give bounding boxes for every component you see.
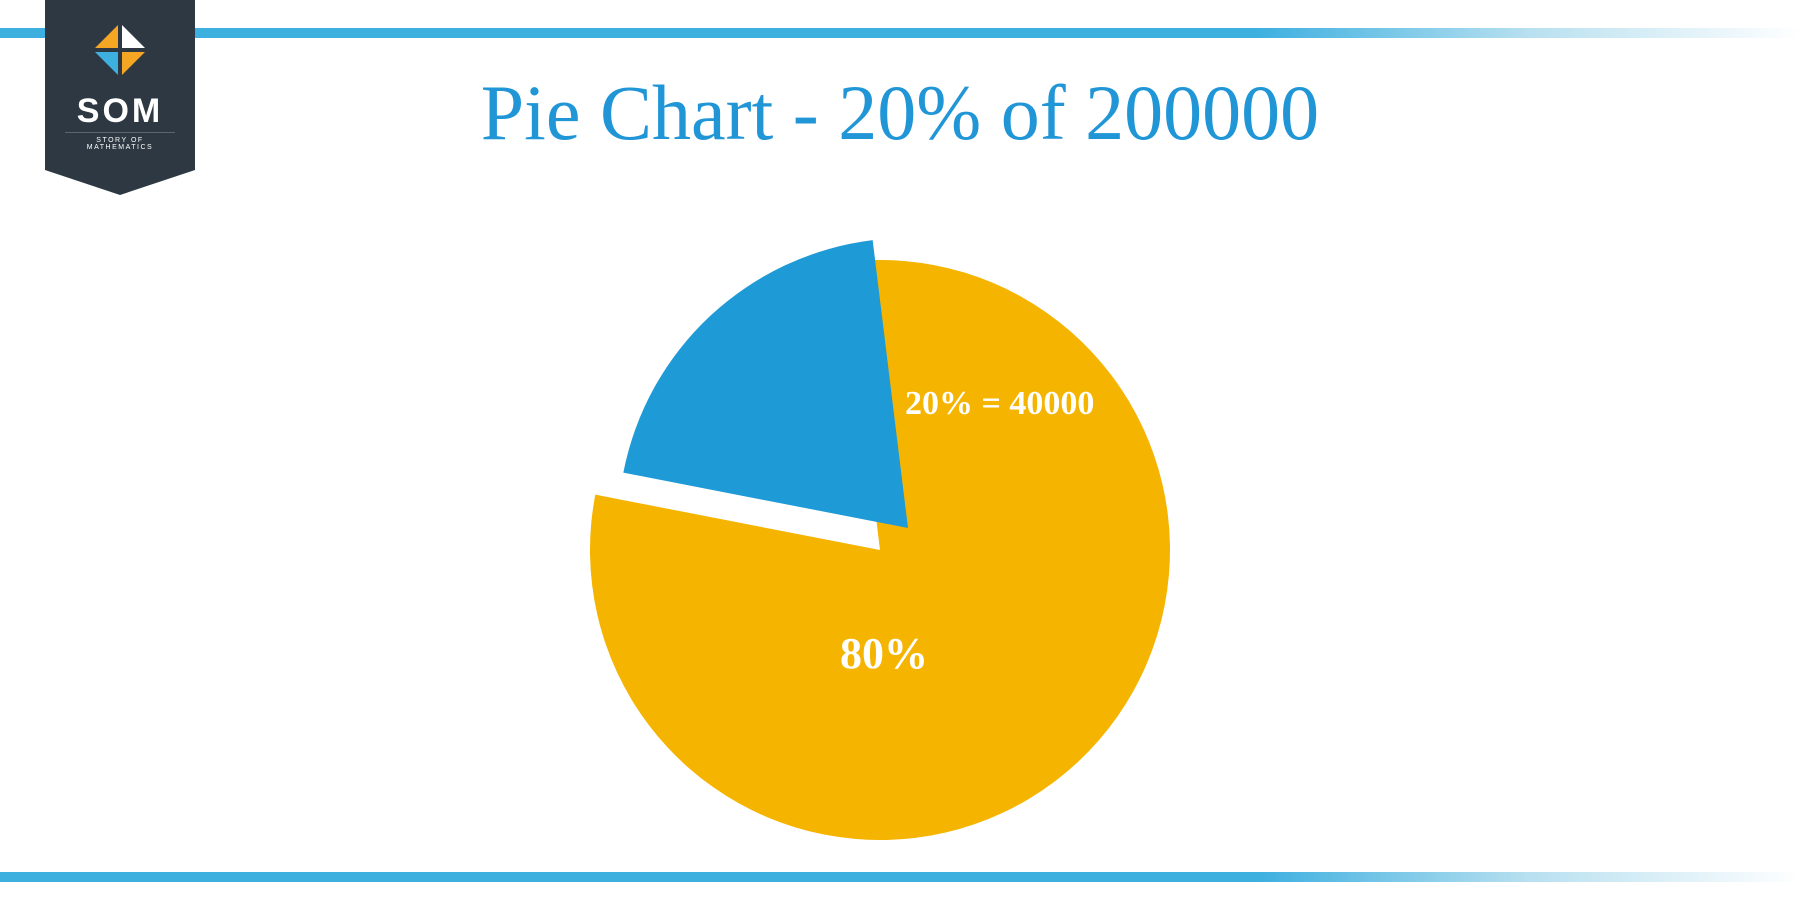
slice-label-20: 20% = 40000	[905, 385, 1094, 423]
slice-label-80: 80%	[840, 628, 928, 679]
pie-chart: 20% = 40000 80%	[590, 230, 1210, 850]
pie-slice	[623, 240, 908, 528]
pie-chart-svg	[590, 230, 1210, 850]
som-logo-icon	[90, 20, 150, 80]
top-accent-bar	[0, 28, 1800, 38]
chart-title: Pie Chart - 20% of 200000	[0, 68, 1800, 158]
bottom-accent-bar	[0, 872, 1800, 882]
logo-subtext: STORY OF MATHEMATICS	[65, 132, 175, 151]
logo-text: SOM	[45, 92, 195, 131]
logo-badge: SOM STORY OF MATHEMATICS	[45, 0, 195, 170]
